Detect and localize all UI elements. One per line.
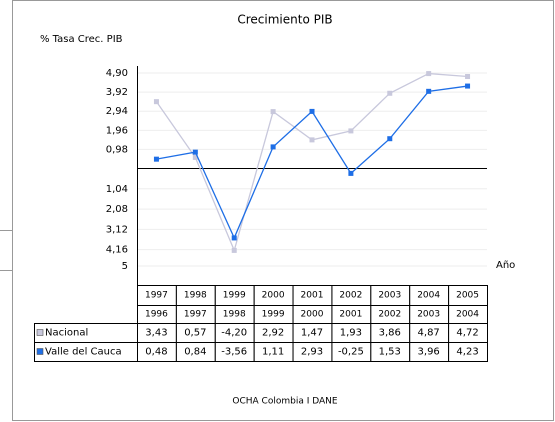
point bbox=[231, 235, 237, 241]
y-tick-label: 3,12 bbox=[106, 224, 128, 235]
x-tick-label: 1999 bbox=[223, 291, 246, 301]
x-tick-label: 1999 bbox=[262, 310, 285, 320]
y-tick-label: 4,16 bbox=[106, 245, 128, 256]
y-tick-label: 2,08 bbox=[106, 204, 128, 215]
x-tick-label: 2002 bbox=[339, 291, 362, 301]
value-label: -3,56 bbox=[221, 347, 247, 358]
y-tick-label: 2,94 bbox=[106, 106, 128, 117]
point bbox=[231, 247, 237, 253]
x-tick-label: 2003 bbox=[378, 291, 401, 301]
x-tick-label: 2001 bbox=[301, 291, 324, 301]
value-label: 1,53 bbox=[379, 347, 401, 358]
y-tick-label: 4,90 bbox=[106, 68, 128, 79]
x-tick-label: 2002 bbox=[378, 310, 401, 320]
x-tick-label: 1997 bbox=[184, 310, 207, 320]
value-label: -0,25 bbox=[338, 347, 364, 358]
value-label: 3,96 bbox=[418, 347, 440, 358]
legend-swatch bbox=[36, 348, 44, 355]
x-axis-title: Año bbox=[496, 260, 515, 271]
value-label: 2,92 bbox=[262, 328, 284, 339]
point bbox=[309, 137, 315, 143]
point bbox=[426, 71, 432, 77]
point bbox=[270, 144, 276, 150]
legend-swatch bbox=[36, 329, 44, 336]
value-label: 4,23 bbox=[456, 347, 478, 358]
x-tick-label: 2001 bbox=[339, 310, 362, 320]
point bbox=[270, 109, 276, 115]
point bbox=[426, 88, 432, 94]
point bbox=[465, 74, 471, 80]
value-label: 0,84 bbox=[184, 347, 206, 358]
x-tick-label: 2004 bbox=[456, 310, 479, 320]
value-label: 3,43 bbox=[145, 328, 167, 339]
legend-label: Valle del Cauca bbox=[45, 347, 122, 358]
point bbox=[348, 128, 354, 134]
point bbox=[465, 83, 471, 89]
x-tick-label: 2000 bbox=[262, 291, 285, 301]
value-label: -4,20 bbox=[221, 328, 247, 339]
value-label: 4,72 bbox=[456, 328, 478, 339]
point bbox=[192, 154, 198, 160]
y-tick-label: 1,04 bbox=[106, 184, 128, 195]
point bbox=[387, 90, 393, 96]
y-tick-label: 0,98 bbox=[106, 144, 128, 155]
source: OCHA Colombia I DANE bbox=[232, 397, 337, 407]
chart-title: Crecimiento PIB bbox=[237, 13, 332, 27]
value-label: 0,48 bbox=[145, 347, 167, 358]
x-tick-label: 1997 bbox=[145, 291, 168, 301]
y-tick-label: 1,96 bbox=[106, 125, 128, 136]
legend-label: Nacional bbox=[45, 328, 88, 339]
x-tick-label: 2005 bbox=[456, 291, 479, 301]
point bbox=[153, 156, 159, 162]
table-cell bbox=[448, 342, 489, 362]
y-tick-label: 3,92 bbox=[106, 87, 128, 98]
value-label: 1,47 bbox=[301, 328, 323, 339]
point bbox=[153, 99, 159, 105]
point bbox=[348, 170, 354, 176]
value-label: 3,86 bbox=[379, 328, 401, 339]
x-tick-label: 1998 bbox=[184, 291, 207, 301]
value-label: 4,87 bbox=[418, 328, 440, 339]
point bbox=[309, 108, 315, 114]
x-tick-label: 2000 bbox=[301, 310, 324, 320]
y-axis-title: % Tasa Crec. PIB bbox=[40, 34, 123, 45]
value-label: 1,93 bbox=[340, 328, 362, 339]
x-tick-label: 1998 bbox=[223, 310, 246, 320]
x-tick-label: 2004 bbox=[417, 291, 440, 301]
x-tick-label: 2003 bbox=[417, 310, 440, 320]
value-label: 0,57 bbox=[184, 328, 206, 339]
point bbox=[192, 149, 198, 155]
x-tick-label: 1996 bbox=[145, 310, 168, 320]
value-label: 1,11 bbox=[262, 347, 284, 358]
value-label: 2,93 bbox=[301, 347, 323, 358]
y-tick-label: 5 bbox=[122, 261, 128, 272]
point bbox=[387, 136, 393, 142]
